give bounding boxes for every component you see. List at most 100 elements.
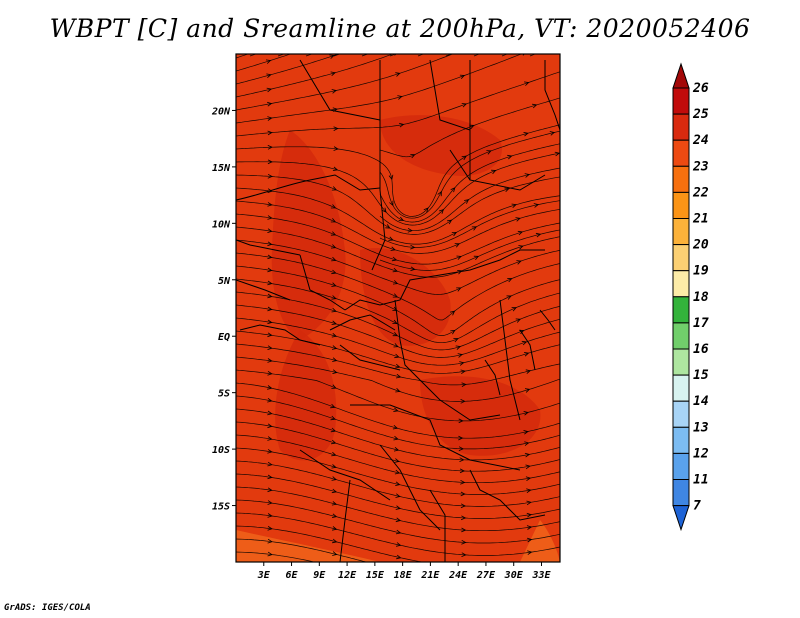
streamline-arrow: [331, 513, 338, 518]
streamline-arrow: [457, 353, 463, 358]
streamline-arrow: [407, 228, 413, 233]
streamline-arrow: [267, 370, 273, 376]
border-line: [350, 404, 521, 471]
streamline-arrow: [525, 464, 531, 470]
streamline-arrow: [329, 54, 335, 59]
colorbar-label: 7: [693, 499, 701, 514]
border-line: [379, 444, 441, 531]
streamline-arrow: [486, 150, 492, 155]
x-axis: 3E 6E 9E 12E 15E 18E 21E 24E 27E 30E 33E: [257, 562, 551, 581]
streamline-arrow: [471, 226, 478, 231]
streamline-arrow: [532, 103, 538, 109]
border-line: [236, 174, 381, 201]
streamline-arrow: [524, 173, 530, 178]
y-tick-label: 20N: [211, 106, 231, 117]
colorbar-swatch: [672, 479, 690, 507]
streamline: [305, 54, 314, 57]
streamline-arrow: [385, 224, 391, 229]
streamline-arrow: [331, 186, 338, 191]
streamline-arrow: [519, 329, 525, 335]
streamline-arrow: [450, 310, 456, 316]
country-borders: [236, 59, 560, 562]
streamline-arrow: [517, 230, 524, 236]
streamline-arrow: [331, 476, 337, 481]
streamline-arrow: [515, 217, 521, 222]
streamline-arrow: [459, 361, 465, 366]
streamline-arrow: [331, 320, 337, 325]
streamline-arrow: [267, 332, 273, 338]
streamline-arrow: [395, 363, 401, 369]
streamline-arrow: [460, 515, 467, 521]
x-tick-label: 15E: [366, 570, 385, 581]
streamline: [236, 187, 560, 245]
streamline-arrow: [267, 241, 273, 247]
streamline-arrow: [331, 307, 337, 313]
x-tick-label: 6E: [286, 570, 299, 581]
streamline-arrow: [267, 280, 273, 286]
streamline: [361, 54, 369, 57]
streamline-arrow: [267, 215, 273, 220]
streamline-arrow: [491, 169, 497, 175]
border-line: [371, 60, 386, 271]
streamline-arrow: [331, 256, 337, 262]
border-line: [419, 379, 501, 421]
streamline-arrow: [464, 199, 470, 204]
streamline-arrow: [267, 513, 273, 518]
streamline-arrow: [460, 491, 466, 497]
streamline-arrow: [331, 451, 337, 457]
streamline-arrow: [456, 287, 462, 292]
streamline-arrow: [523, 132, 529, 137]
streamline-arrow: [410, 154, 416, 159]
streamline-arrow: [395, 481, 401, 486]
streamline-arrow: [267, 500, 273, 505]
streamline: [379, 229, 560, 271]
streamline-arrow: [473, 255, 480, 261]
colorbar-swatch: [672, 296, 690, 324]
streamline-arrow: [506, 295, 512, 300]
colorbar-label: 12: [693, 446, 709, 461]
streamline-arrow: [267, 130, 273, 136]
streamline-arrow: [267, 228, 273, 233]
streamline-arrow: [533, 203, 540, 208]
streamline-arrow: [460, 399, 466, 404]
wbpt-patch: [236, 530, 380, 562]
streamline-arrow: [554, 151, 560, 157]
streamline-arrow: [267, 345, 273, 350]
streamline-arrow: [460, 503, 467, 509]
streamline-arrow: [267, 551, 273, 557]
y-tick-label: 10S: [212, 445, 230, 456]
streamline: [236, 226, 560, 278]
streamline-arrow: [526, 537, 533, 543]
colorbar-swatch: [672, 452, 690, 480]
streamline: [236, 343, 560, 386]
streamline-arrow: [423, 207, 429, 213]
streamline-arrow: [332, 526, 338, 531]
streamline-arrow: [266, 73, 272, 78]
streamline: [236, 499, 560, 544]
streamline-arrow: [457, 270, 463, 275]
streamline-arrow: [267, 145, 273, 150]
streamline: [277, 54, 286, 57]
x-tick-label: 27E: [476, 570, 496, 581]
streamline: [379, 200, 560, 248]
y-tick-label: 10N: [212, 219, 231, 230]
streamline-arrow: [459, 74, 466, 79]
border-line: [236, 239, 301, 256]
streamline-arrow: [398, 216, 405, 221]
streamline-arrow: [392, 331, 399, 337]
streamline-arrow: [521, 340, 528, 346]
streamline-arrow: [394, 458, 400, 463]
colorbar-bottom-triangle: [672, 505, 690, 532]
grads-credit: GrADS: IGES/COLA: [4, 603, 91, 613]
streamline-arrow: [527, 550, 533, 555]
streamline-arrow: [266, 87, 272, 93]
streamline: [236, 174, 560, 235]
streamline-arrow: [332, 369, 338, 374]
streamline-arrow: [390, 246, 396, 251]
border-line: [339, 479, 351, 562]
streamline-arrow: [267, 202, 273, 207]
streamline: [236, 200, 560, 254]
streamline: [236, 460, 560, 507]
streamline: [236, 54, 523, 124]
streamline-arrow: [453, 338, 459, 343]
